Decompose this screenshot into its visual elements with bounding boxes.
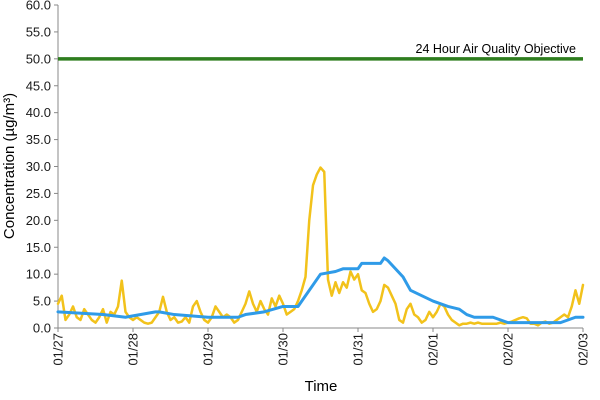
- y-tick-label: 60.0: [26, 0, 51, 13]
- x-tick-label: 02/03: [576, 333, 591, 366]
- y-tick-label: 55.0: [26, 24, 51, 39]
- x-tick-label: 01/29: [201, 333, 216, 366]
- y-tick-label: 0.0: [33, 321, 51, 336]
- y-tick-label: 25.0: [26, 186, 51, 201]
- x-tick-label: 01/27: [51, 333, 66, 366]
- y-tick-label: 20.0: [26, 213, 51, 228]
- tick-labels-group: 0.0 5.0 10.0 15.0 20.0 25.0 30.0 35.0 40.0 45.0 50…: [26, 0, 591, 366]
- y-tick-label: 5.0: [33, 294, 51, 309]
- hourly-concentration-line: [56, 166, 585, 327]
- y-tick-label: 10.0: [26, 267, 51, 282]
- y-tick-label: 40.0: [26, 105, 51, 120]
- x-tick-label: 02/01: [426, 333, 441, 366]
- reference-lines-group: 24 Hour Air Quality Objective: [58, 42, 583, 61]
- y-tick-label: 50.0: [26, 51, 51, 66]
- x-tick-label: 02/02: [501, 333, 516, 366]
- y-tick-label: 45.0: [26, 78, 51, 93]
- y-axis-title: Concentration (µg/m³): [1, 93, 18, 239]
- air-quality-objective-label: 24 Hour Air Quality Objective: [416, 42, 577, 56]
- y-tick-label: 30.0: [26, 159, 51, 174]
- rolling-average-line: [56, 256, 585, 325]
- series-group: [56, 166, 585, 327]
- x-tick-label: 01/30: [276, 333, 291, 366]
- y-tick-label: 35.0: [26, 132, 51, 147]
- x-tick-label: 01/28: [126, 333, 141, 366]
- x-tick-label: 01/31: [351, 333, 366, 366]
- y-tick-label: 15.0: [26, 240, 51, 255]
- x-axis-title: Time: [305, 378, 338, 395]
